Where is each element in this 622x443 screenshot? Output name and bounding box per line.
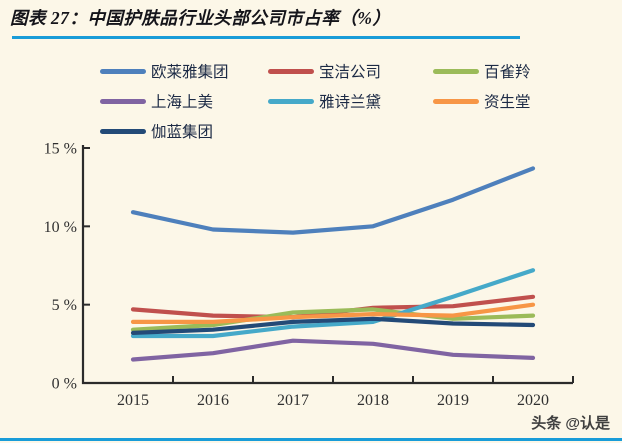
legend-swatch-pechoin	[433, 68, 479, 74]
legend-item-pg: 宝洁公司	[268, 60, 381, 82]
y-tick-label: 0 %	[52, 376, 77, 393]
legend-label: 上海上美	[151, 94, 214, 111]
title-underline	[12, 36, 520, 39]
legend-label: 欧莱雅集团	[151, 64, 229, 81]
legend-label: 宝洁公司	[319, 64, 382, 81]
x-tick-label: 2019	[437, 392, 469, 409]
x-tick-label: 2017	[277, 392, 309, 409]
legend-label: 百雀羚	[484, 64, 531, 81]
axes	[81, 145, 573, 385]
legend-item-shangmei: 上海上美	[100, 90, 213, 112]
series-line-3	[130, 338, 536, 362]
series-line-5	[130, 302, 536, 324]
legend-label: 伽蓝集团	[151, 124, 214, 141]
legend-swatch-jala	[100, 128, 146, 134]
y-tick-label: 10 %	[44, 219, 77, 236]
legend-label: 资生堂	[484, 94, 531, 111]
legend-swatch-pg	[268, 68, 314, 74]
page-title: 图表 27：中国护肤品行业头部公司市占率（%）	[10, 8, 391, 28]
legend-swatch-shangmei	[100, 98, 146, 104]
x-tick-label: 2018	[357, 392, 389, 409]
bottom-accent-line	[0, 438, 622, 441]
y-tick-label: 5 %	[52, 297, 77, 314]
legend-item-pechoin: 百雀羚	[433, 60, 531, 82]
x-tick-label: 2015	[117, 392, 149, 409]
legend-item-esteelauder: 雅诗兰黛	[268, 90, 381, 112]
series-line-0	[130, 166, 536, 235]
legend-item-loreal: 欧莱雅集团	[100, 60, 229, 82]
series-line-4	[130, 268, 536, 339]
y-tick-label: 15 %	[44, 141, 77, 158]
legend-label: 雅诗兰黛	[319, 94, 382, 111]
legend-swatch-shiseido	[433, 98, 479, 104]
legend-swatch-esteelauder	[268, 98, 314, 104]
x-tick-label: 2016	[197, 392, 229, 409]
legend-item-jala: 伽蓝集团	[100, 120, 213, 142]
series-line-2	[130, 307, 536, 332]
legend-swatch-loreal	[100, 68, 146, 74]
watermark: 头条 @认是	[531, 415, 610, 432]
x-tick-label: 2020	[517, 392, 549, 409]
series-line-6	[130, 316, 536, 335]
legend-item-shiseido: 资生堂	[433, 90, 531, 112]
